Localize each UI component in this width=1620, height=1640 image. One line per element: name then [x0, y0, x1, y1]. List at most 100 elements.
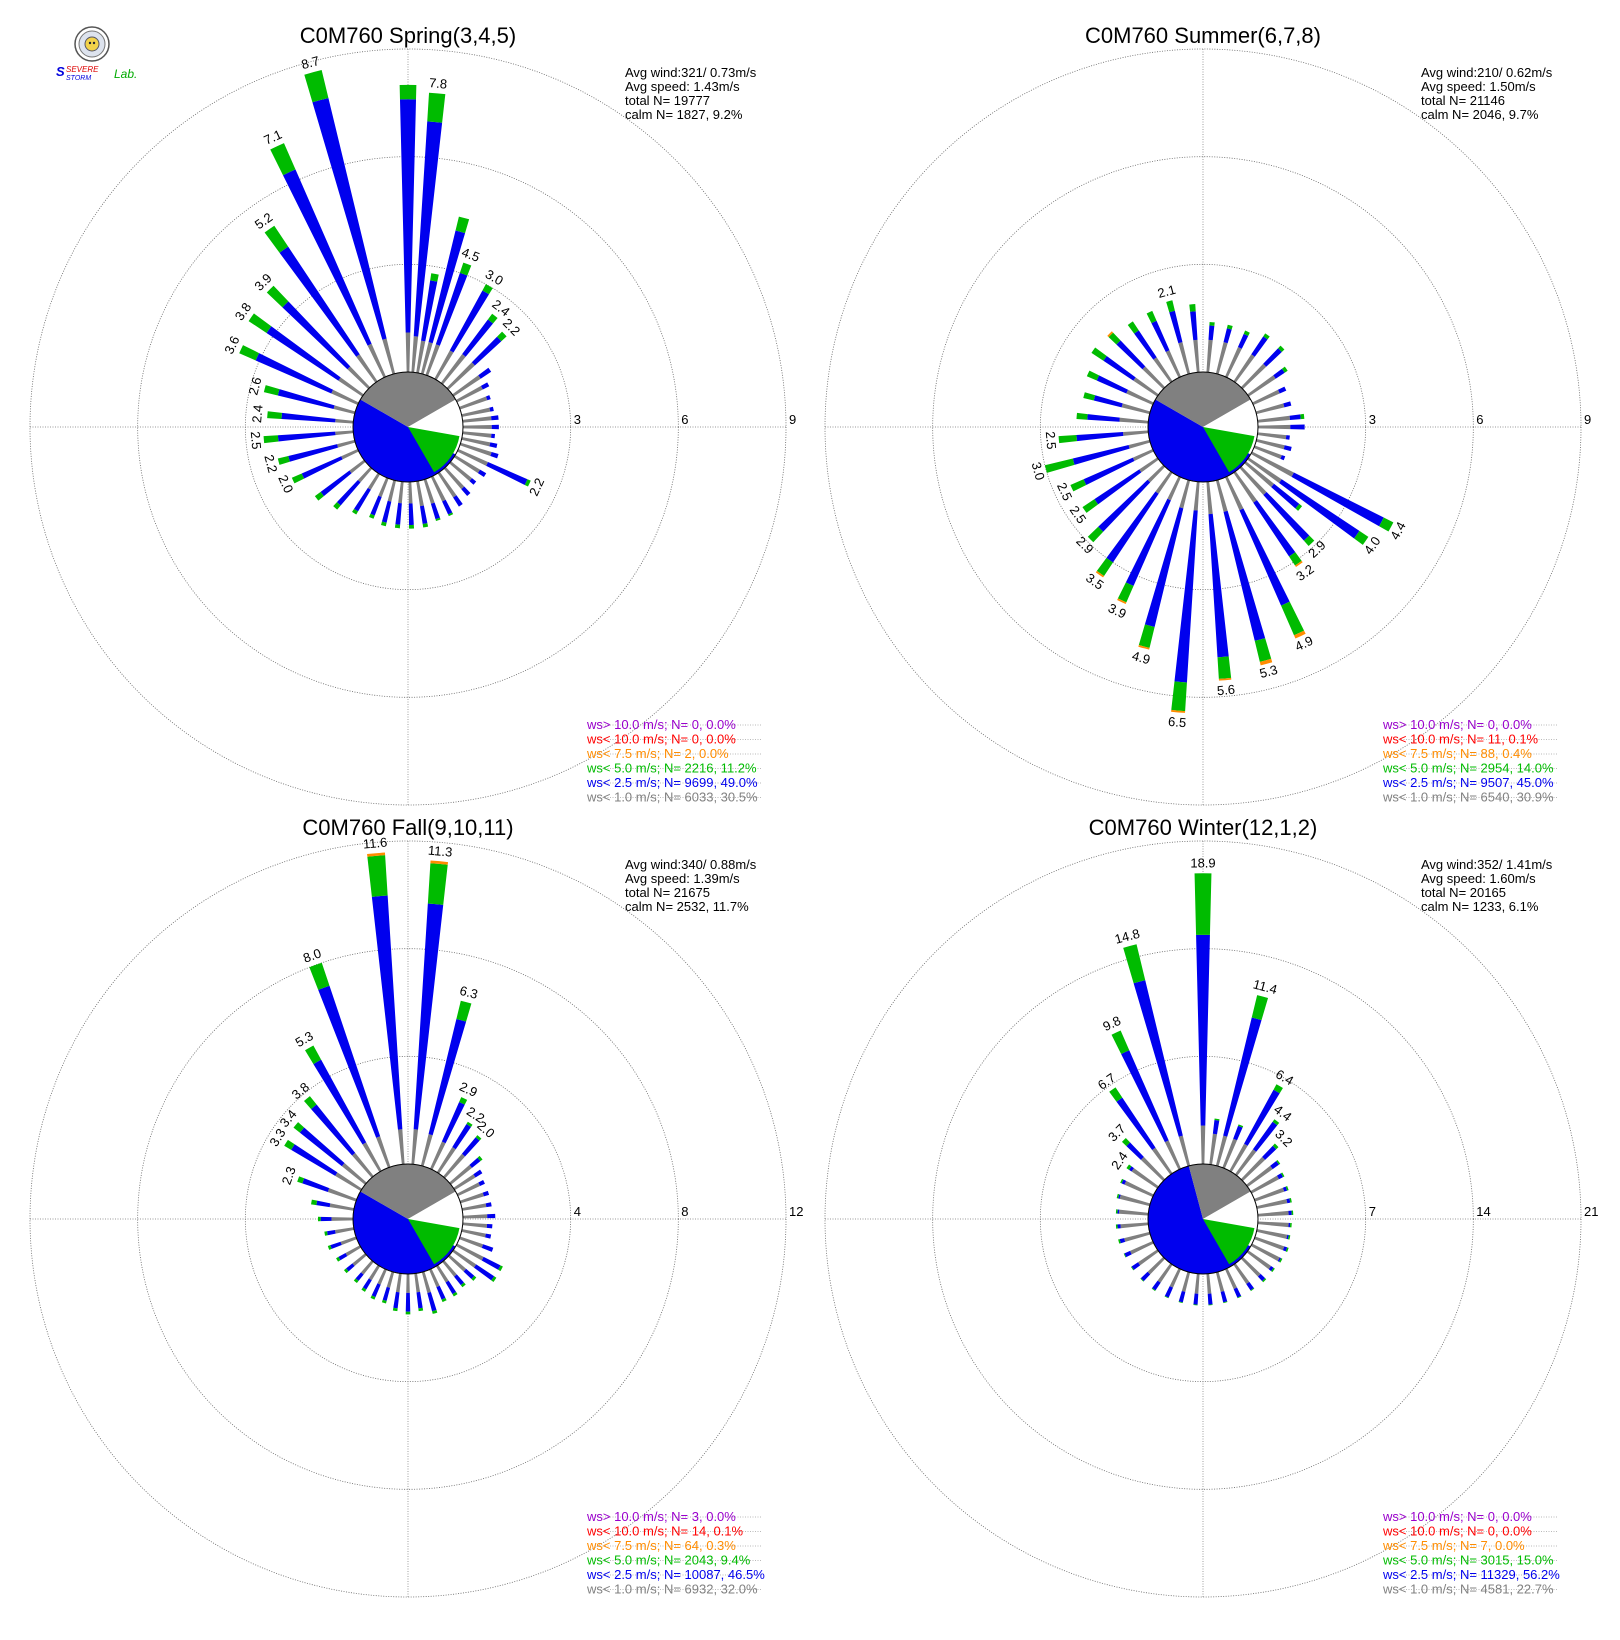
calm-sector-gray: [360, 372, 456, 427]
ring-label: 8: [681, 1204, 688, 1219]
bar-segment-c2: [1134, 330, 1157, 360]
bar-segment-c1: [378, 477, 389, 497]
bar-segment-c2: [469, 478, 477, 485]
bar-segment-c3: [304, 70, 329, 103]
ring-9: [824, 48, 1582, 806]
stats-line: total N= 21146: [1421, 93, 1505, 108]
bar-segment-c1: [461, 437, 491, 447]
bar-segment-c1: [1152, 1147, 1173, 1175]
bar-segment-c1: [1257, 1210, 1289, 1217]
bar-segment-c2: [1253, 500, 1296, 557]
bar-segment-c4: [1218, 677, 1232, 681]
bar-segment-c3: [491, 1276, 497, 1282]
bar-segment-c2: [469, 1157, 481, 1168]
bar-segment-c3: [293, 1122, 305, 1133]
bar-segment-c3: [264, 225, 289, 253]
bar-segment-c2: [435, 272, 468, 346]
bar-segment-c2: [1223, 510, 1266, 641]
stats-line: Avg speed: 1.39m/s: [625, 871, 740, 886]
legend-entry: ws< 10.0 m/s; N= 0, 0.0%: [1382, 1524, 1532, 1539]
legend-entry: ws< 5.0 m/s; N= 3015, 15.0%: [1382, 1553, 1554, 1568]
bar-segment-c1: [337, 439, 356, 448]
bar-segment-c2: [1282, 1246, 1288, 1252]
stats-line: total N= 20165: [1421, 885, 1506, 900]
bar-segment-c3: [1285, 1247, 1289, 1252]
bar-segment-c2: [1223, 1017, 1262, 1137]
bar-segment-c3: [1115, 1224, 1118, 1229]
bar-segment-c2: [1220, 1290, 1228, 1303]
stats-line: Avg wind:210/ 0.62m/s: [1421, 65, 1553, 80]
panel-title: C0M760 Summer(6,7,8): [1085, 23, 1321, 48]
bar-segment-c2: [1223, 328, 1232, 344]
bar-segment-c2: [428, 230, 466, 344]
bar-segment-c1: [420, 342, 433, 375]
bar-segment-c3: [1138, 624, 1155, 648]
ring-7: [1039, 1055, 1367, 1383]
bar-segment-c3: [361, 1287, 367, 1292]
bar-segment-c2: [1212, 1120, 1220, 1135]
panel-title: C0M760 Spring(3,4,5): [300, 23, 516, 48]
bar-segment-c1: [1247, 457, 1282, 484]
bar-segment-c3: [1116, 1193, 1120, 1199]
ring-3: [1039, 263, 1367, 591]
bar-segment-c1: [411, 336, 419, 373]
calm-outline: [352, 371, 464, 483]
bar-segment-c1: [1178, 342, 1191, 375]
bar-segment-c2: [330, 1241, 342, 1249]
bar-segment-c3: [1127, 321, 1139, 334]
bar-segment-c1: [1139, 457, 1159, 473]
bar-value-label: 8.7: [300, 53, 321, 72]
bar-segment-c1: [349, 459, 366, 474]
bar-segment-c2: [1116, 1097, 1156, 1150]
bar-value-label: 4.9: [1293, 633, 1316, 654]
bar-segment-c3: [1171, 681, 1187, 712]
bar-segment-c1: [1119, 1194, 1151, 1207]
bar-segment-c3: [1082, 499, 1099, 513]
bar-segment-c1: [1235, 1149, 1257, 1176]
calm-outline: [352, 1163, 464, 1275]
bar-segment-c2: [1098, 479, 1151, 532]
bar-segment-c3: [333, 502, 341, 510]
legend-entry: ws< 10.0 m/s; N= 0, 0.0%: [586, 732, 736, 747]
legend-entry: ws< 1.0 m/s; N= 4581, 22.7%: [1382, 1582, 1554, 1597]
bar-segment-c1: [1200, 1125, 1206, 1165]
bar-segment-c2: [302, 1178, 330, 1193]
legend-entry: ws< 1.0 m/s; N= 6932, 32.0%: [586, 1582, 758, 1597]
bar-segment-c2: [491, 415, 499, 421]
stats-line: Avg speed: 1.60m/s: [1421, 871, 1536, 886]
bar-segment-c1: [443, 1153, 466, 1179]
bar-segment-c3: [324, 1231, 328, 1236]
stats-line: Avg wind:340/ 0.88m/s: [625, 857, 757, 872]
bar-segment-c2: [485, 1202, 492, 1208]
bar-segment-c1: [1140, 1156, 1166, 1182]
bar-segment-c1: [1240, 1156, 1266, 1182]
bar-segment-c3: [263, 385, 280, 396]
bar-segment-c2: [370, 495, 382, 516]
bar-segment-c1: [1206, 481, 1213, 515]
bar-value-label: 4.9: [1131, 648, 1152, 667]
bar-segment-c1: [1250, 1243, 1280, 1262]
bar-segment-c3: [248, 313, 272, 334]
bar-segment-c2: [1288, 1210, 1292, 1216]
ring-9: [29, 48, 787, 806]
wind-rose-spring: 3 6 98.77.87.15.24.53.93.83.63.02.62.42.52…: [29, 23, 796, 806]
bar-segment-c3: [466, 1121, 473, 1127]
bar-value-label: 8.0: [301, 945, 323, 965]
bar-segment-c1: [447, 1254, 467, 1272]
bar-segment-c2: [428, 1019, 467, 1136]
bar-segment-c1: [423, 478, 435, 504]
bar-segment-c1: [376, 1136, 391, 1168]
bar-segment-c3: [455, 216, 470, 234]
bar-segment-c2: [1233, 1287, 1242, 1298]
wind-rose-summer: 3 6 92.12.53.02.52.52.93.53.94.96.55.65.34…: [824, 23, 1591, 806]
bar-value-label: 3.6: [221, 334, 242, 357]
bar-segment-c2: [462, 319, 494, 357]
bar-segment-c1: [395, 1273, 402, 1293]
bar-segment-c1: [1147, 464, 1166, 483]
bar-segment-c2: [1277, 1257, 1282, 1262]
bar-segment-c3: [1140, 1278, 1144, 1282]
bar-segment-c2: [452, 1124, 472, 1150]
ring-label: 12: [789, 1204, 803, 1219]
bar-segment-c2: [405, 1292, 411, 1312]
